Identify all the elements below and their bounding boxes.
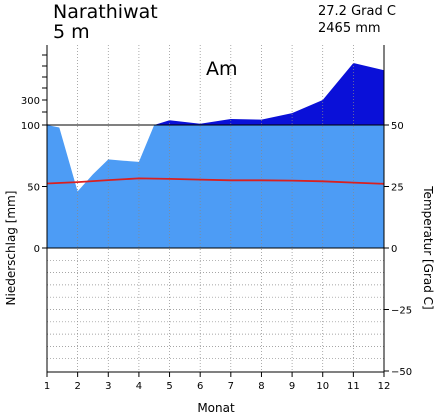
left-tick-label: 300 <box>21 96 40 107</box>
temperature-line <box>46 177 385 185</box>
precipitation-deficit-area <box>47 125 384 192</box>
left-tick-label: 0 <box>34 244 40 255</box>
x-tick-label: 6 <box>197 381 203 392</box>
x-tick-label: 9 <box>289 381 295 392</box>
x-tick-label: 10 <box>316 381 329 392</box>
left-tick-label: 100 <box>21 121 40 132</box>
station-elevation: 5 m <box>53 21 90 43</box>
right-tick-label: 0 <box>391 244 397 255</box>
left-axis-title: Niederschlag [mm] <box>4 191 18 306</box>
x-axis-title: Monat <box>197 401 235 415</box>
right-tick-label: 25 <box>391 183 404 194</box>
x-tick-label: 8 <box>258 381 264 392</box>
mean-temperature: 27.2 Grad C <box>318 4 396 19</box>
x-tick-label: 2 <box>74 381 80 392</box>
precipitation-excess-area <box>47 63 384 125</box>
x-tick-label: 1 <box>44 381 50 392</box>
x-tick-label: 12 <box>378 381 391 392</box>
right-tick-label: −25 <box>391 306 412 317</box>
x-tick-label: 4 <box>136 381 142 392</box>
x-tick-label: 3 <box>105 381 111 392</box>
climate-class: Am <box>206 58 238 80</box>
station-name: Narathiwat <box>53 1 158 23</box>
x-tick-label: 5 <box>166 381 172 392</box>
right-tick-label: −50 <box>391 367 412 378</box>
x-tick-label: 7 <box>228 381 234 392</box>
left-tick-label: 50 <box>27 183 40 194</box>
right-axis-title: Temperatur [Grad C] <box>421 185 435 309</box>
annual-precipitation: 2465 mm <box>318 21 381 36</box>
x-tick-label: 11 <box>347 381 360 392</box>
right-tick-label: 50 <box>391 121 404 132</box>
